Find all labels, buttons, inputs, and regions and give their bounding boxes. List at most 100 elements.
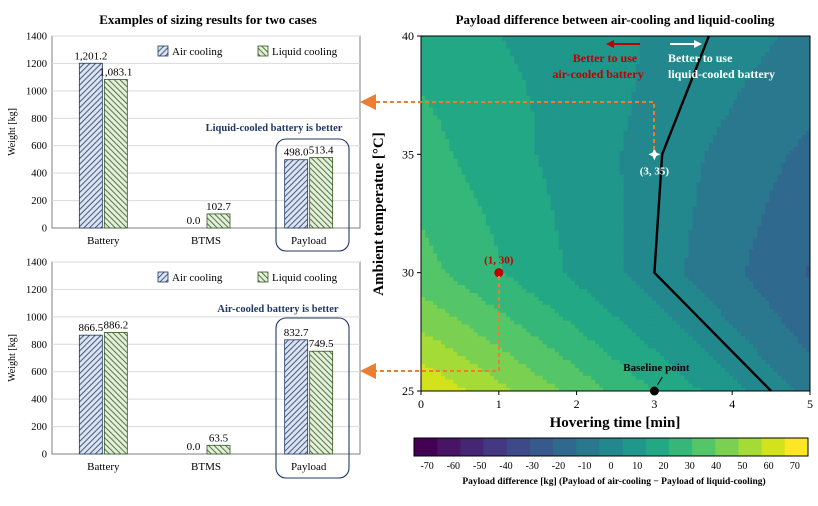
heatmap-cell bbox=[587, 158, 592, 163]
heatmap-cell bbox=[530, 347, 536, 353]
heatmap-cell bbox=[574, 67, 580, 73]
heatmap-cell bbox=[473, 367, 479, 372]
heatmap-cell bbox=[518, 375, 523, 380]
heatmap-cell bbox=[481, 107, 487, 112]
heatmap-cell bbox=[489, 272, 495, 278]
heatmap-cell bbox=[579, 197, 584, 203]
heatmap-cell bbox=[425, 122, 430, 128]
heatmap-cell bbox=[579, 71, 584, 77]
heatmap-cell bbox=[550, 221, 556, 226]
heatmap-cell bbox=[550, 371, 556, 376]
heatmap-cell bbox=[461, 174, 467, 179]
heatmap-cell bbox=[534, 67, 540, 73]
heatmap-cell bbox=[562, 351, 568, 357]
heatmap-cell bbox=[627, 387, 633, 391]
heatmap-cell bbox=[437, 280, 442, 286]
heatmap-cell bbox=[522, 114, 527, 120]
heatmap-cell bbox=[457, 87, 463, 92]
heatmap-cell bbox=[421, 189, 426, 195]
heatmap-cell bbox=[566, 134, 572, 140]
heatmap-cell bbox=[481, 134, 487, 140]
heatmap-cell bbox=[619, 185, 625, 191]
heatmap-cell bbox=[481, 284, 487, 290]
heatmap-cell bbox=[611, 205, 617, 211]
heatmap-cell bbox=[522, 335, 527, 341]
heatmap-cell bbox=[615, 296, 621, 301]
heatmap-cell bbox=[603, 122, 608, 128]
heatmap-cell bbox=[514, 189, 519, 195]
heatmap-cell bbox=[457, 39, 463, 45]
heatmap-cell bbox=[550, 193, 556, 199]
heatmap-cell bbox=[631, 371, 637, 376]
heatmap-cell bbox=[558, 126, 564, 132]
heatmap-cell bbox=[530, 79, 536, 84]
heatmap-cell bbox=[591, 256, 596, 262]
heatmap-cell bbox=[554, 308, 560, 313]
heatmap-cell bbox=[623, 308, 629, 313]
heatmap-cell bbox=[623, 193, 629, 199]
heatmap-cell bbox=[437, 36, 442, 41]
heatmap-cell bbox=[530, 138, 536, 144]
heatmap-cell bbox=[538, 363, 544, 368]
heatmap-cell bbox=[595, 178, 600, 183]
heatmap-cell bbox=[469, 335, 475, 341]
heatmap-cell bbox=[627, 276, 633, 282]
heatmap-cell bbox=[526, 99, 532, 104]
heatmap-cell bbox=[502, 87, 507, 92]
heatmap-cell bbox=[579, 36, 584, 41]
heatmap-cell bbox=[506, 91, 511, 96]
heatmap-cell bbox=[570, 339, 576, 345]
heatmap-cell bbox=[619, 252, 625, 258]
heatmap-cell bbox=[502, 233, 507, 238]
heatmap-cell bbox=[453, 107, 459, 112]
heatmap-cell bbox=[526, 189, 532, 195]
heatmap-cell bbox=[603, 126, 608, 132]
heatmap-cell bbox=[627, 142, 633, 148]
heatmap-cell bbox=[607, 260, 613, 266]
heatmap-cell bbox=[574, 260, 580, 266]
heatmap-cell bbox=[497, 43, 503, 49]
heatmap-cell bbox=[510, 296, 515, 301]
heatmap-cell bbox=[433, 221, 438, 226]
heatmap-cell bbox=[485, 331, 491, 337]
heatmap-cell bbox=[570, 170, 576, 175]
heatmap-cell bbox=[510, 359, 515, 364]
heatmap-cell bbox=[497, 237, 503, 242]
y-tick-label: 1200 bbox=[26, 59, 47, 70]
heatmap-cell bbox=[522, 150, 527, 155]
heatmap-cell bbox=[510, 300, 515, 305]
heatmap-cell bbox=[493, 110, 499, 116]
heatmap-cell bbox=[607, 300, 613, 305]
heatmap-cell bbox=[485, 134, 491, 140]
heatmap-cell bbox=[627, 67, 633, 73]
heatmap-cell bbox=[421, 170, 426, 175]
heatmap-cell bbox=[510, 55, 515, 61]
heatmap-cell bbox=[449, 170, 455, 175]
heatmap-cell bbox=[433, 55, 438, 61]
heatmap-cell bbox=[473, 67, 479, 73]
heatmap-cell bbox=[465, 347, 471, 353]
heatmap-cell bbox=[611, 174, 617, 179]
heatmap-cell bbox=[485, 359, 491, 364]
heatmap-cell bbox=[591, 142, 596, 148]
heatmap-cell bbox=[453, 146, 459, 151]
heatmap-cell bbox=[437, 146, 442, 151]
heatmap-cell bbox=[449, 55, 455, 61]
heatmap-cell bbox=[566, 229, 572, 234]
heatmap-cell bbox=[493, 343, 499, 349]
heatmap-cell bbox=[457, 114, 463, 120]
heatmap-cell bbox=[453, 213, 459, 219]
heatmap-cell bbox=[441, 363, 446, 368]
heatmap-cell bbox=[562, 47, 568, 53]
heatmap-cell bbox=[485, 343, 491, 349]
heatmap-cell bbox=[445, 39, 450, 45]
heatmap-cell bbox=[425, 327, 430, 333]
heatmap-cell bbox=[526, 308, 532, 313]
heatmap-cell bbox=[506, 130, 511, 136]
heatmap-cell bbox=[599, 320, 604, 325]
heatmap-cell bbox=[449, 316, 455, 321]
heatmap-cell bbox=[631, 320, 637, 325]
heatmap-cell bbox=[530, 47, 536, 53]
heatmap-cell bbox=[562, 213, 568, 219]
heatmap-cell bbox=[542, 363, 548, 368]
